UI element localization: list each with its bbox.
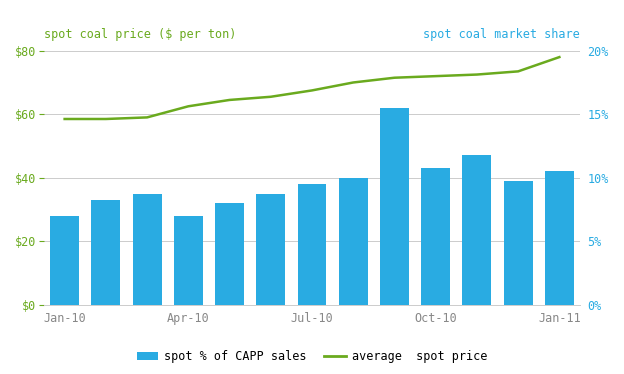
Bar: [462, 156, 491, 305]
Legend: spot % of CAPP sales, average  spot price: spot % of CAPP sales, average spot price: [132, 346, 492, 368]
Bar: [256, 194, 285, 305]
Bar: [421, 168, 450, 305]
Bar: [380, 108, 409, 305]
Bar: [50, 216, 79, 305]
Bar: [298, 184, 326, 305]
Bar: [504, 181, 532, 305]
Bar: [339, 178, 368, 305]
Bar: [545, 171, 574, 305]
Text: spot coal price ($ per ton): spot coal price ($ per ton): [44, 28, 236, 41]
Bar: [215, 203, 244, 305]
Bar: [133, 194, 162, 305]
Text: spot coal market share: spot coal market share: [423, 28, 580, 41]
Bar: [92, 200, 120, 305]
Bar: [174, 216, 203, 305]
